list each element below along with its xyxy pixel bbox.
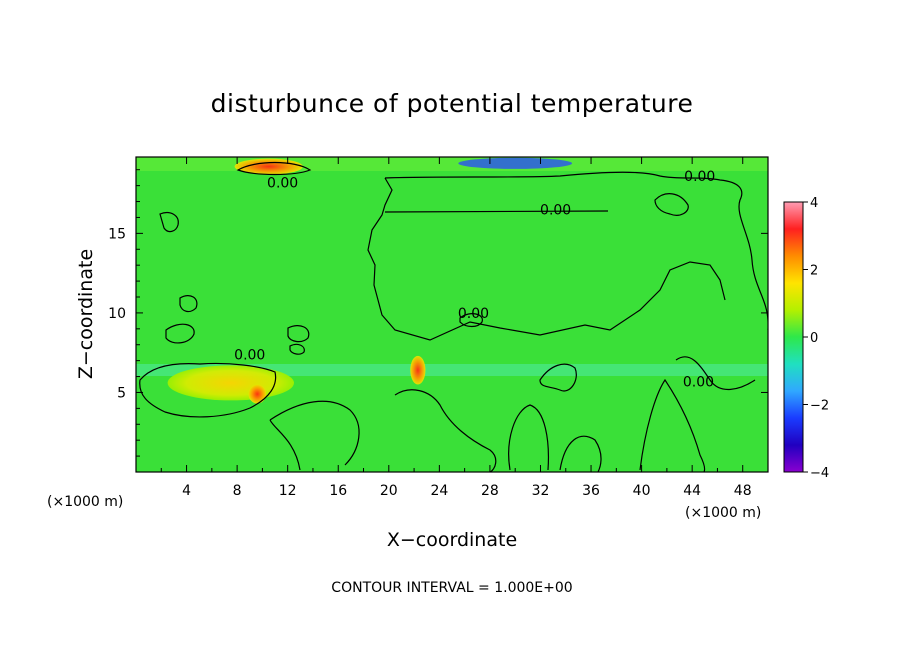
contour-label: 0.00 [540, 203, 571, 219]
top-layer [136, 157, 768, 171]
x-unit-right: (×1000 m) [685, 505, 761, 521]
colorbar-tick-label: −2 [810, 399, 829, 414]
x-tick-layer: 4 8 12 16 20 24 28 32 36 40 44 48 [160, 157, 752, 499]
warm-anomaly [410, 355, 426, 385]
x-tick-label: 8 [233, 483, 242, 499]
plot-frame [135, 156, 769, 473]
contour-label: 0.00 [267, 175, 298, 191]
contour-lower-left [269, 400, 360, 471]
cold-anomaly [458, 157, 573, 169]
contour-thin-ridge [384, 210, 609, 213]
contour-small-1 [159, 212, 179, 233]
background-field [136, 157, 768, 472]
x-tick-label: 12 [279, 483, 297, 499]
contour-small-6 [539, 363, 577, 392]
y-tick-label: 10 [108, 306, 126, 322]
contour-small-7 [654, 193, 689, 216]
colorbar-ticks: 4 2 0 −2 −4 [803, 196, 829, 481]
contour-label: 0.00 [234, 347, 265, 363]
colorbar-tick-label: −4 [810, 466, 829, 481]
contour-label-layer: 0.00 0.00 0.00 0.00 0.00 0.00 [234, 169, 715, 390]
contour-small-8 [459, 313, 483, 328]
x-unit-left: (×1000 m) [47, 494, 123, 510]
x-tick-label: 28 [481, 483, 499, 499]
x-tick-label: 40 [633, 483, 651, 499]
contour-lower-column [508, 404, 550, 471]
contour-label: 0.00 [458, 306, 489, 322]
colorbar-tick-label: 2 [810, 264, 818, 279]
x-tick-label: 24 [430, 483, 448, 499]
x-tick-label: 20 [380, 483, 398, 499]
contour-label: 0.00 [684, 169, 715, 185]
x-axis-label: X−coordinate [387, 529, 517, 551]
plot-area: 0.00 0.00 0.00 0.00 0.00 0.00 [136, 157, 768, 472]
contour-small-5 [289, 343, 305, 355]
contour-lines [139, 161, 768, 472]
contour-lower-column-2 [559, 435, 602, 472]
x-tick-label: 44 [683, 483, 701, 499]
contour-small-4 [287, 325, 310, 343]
colorbar-tick-label: 4 [810, 196, 818, 211]
x-tick-label: 36 [582, 483, 600, 499]
contour-small-2 [179, 295, 198, 313]
contour-lower-mid [394, 389, 497, 472]
y-tick-layer: 5 10 15 [108, 169, 768, 457]
colorbar: 4 2 0 −2 −4 [783, 196, 829, 481]
chart-title: disturbunce of potential temperature [211, 89, 694, 118]
contour-label: 0.00 [683, 374, 714, 390]
y-tick-label: 5 [117, 385, 126, 401]
contour-upper-right [384, 171, 768, 330]
warm-anomaly [248, 384, 267, 404]
y-tick-label: 15 [108, 226, 126, 242]
x-tick-label: 4 [182, 483, 191, 499]
contour-small-3 [165, 323, 195, 344]
contour-warm-patch [139, 362, 277, 418]
feature-layer [167, 157, 573, 404]
contour-interval-note: CONTOUR INTERVAL = 1.000E+00 [331, 580, 572, 596]
x-tick-label: 32 [532, 483, 550, 499]
contour-right-warm [675, 356, 756, 390]
colorbar-scale [783, 201, 804, 473]
y-axis-label: Z−coordinate [75, 249, 97, 379]
cool-band [136, 364, 768, 376]
x-tick-label: 16 [329, 483, 347, 499]
contour-upper-mid [367, 177, 726, 341]
contour-top-warm [236, 161, 312, 176]
x-tick-label: 48 [734, 483, 752, 499]
colorbar-tick-label: 0 [810, 331, 818, 346]
contour-lower-right [639, 378, 706, 472]
